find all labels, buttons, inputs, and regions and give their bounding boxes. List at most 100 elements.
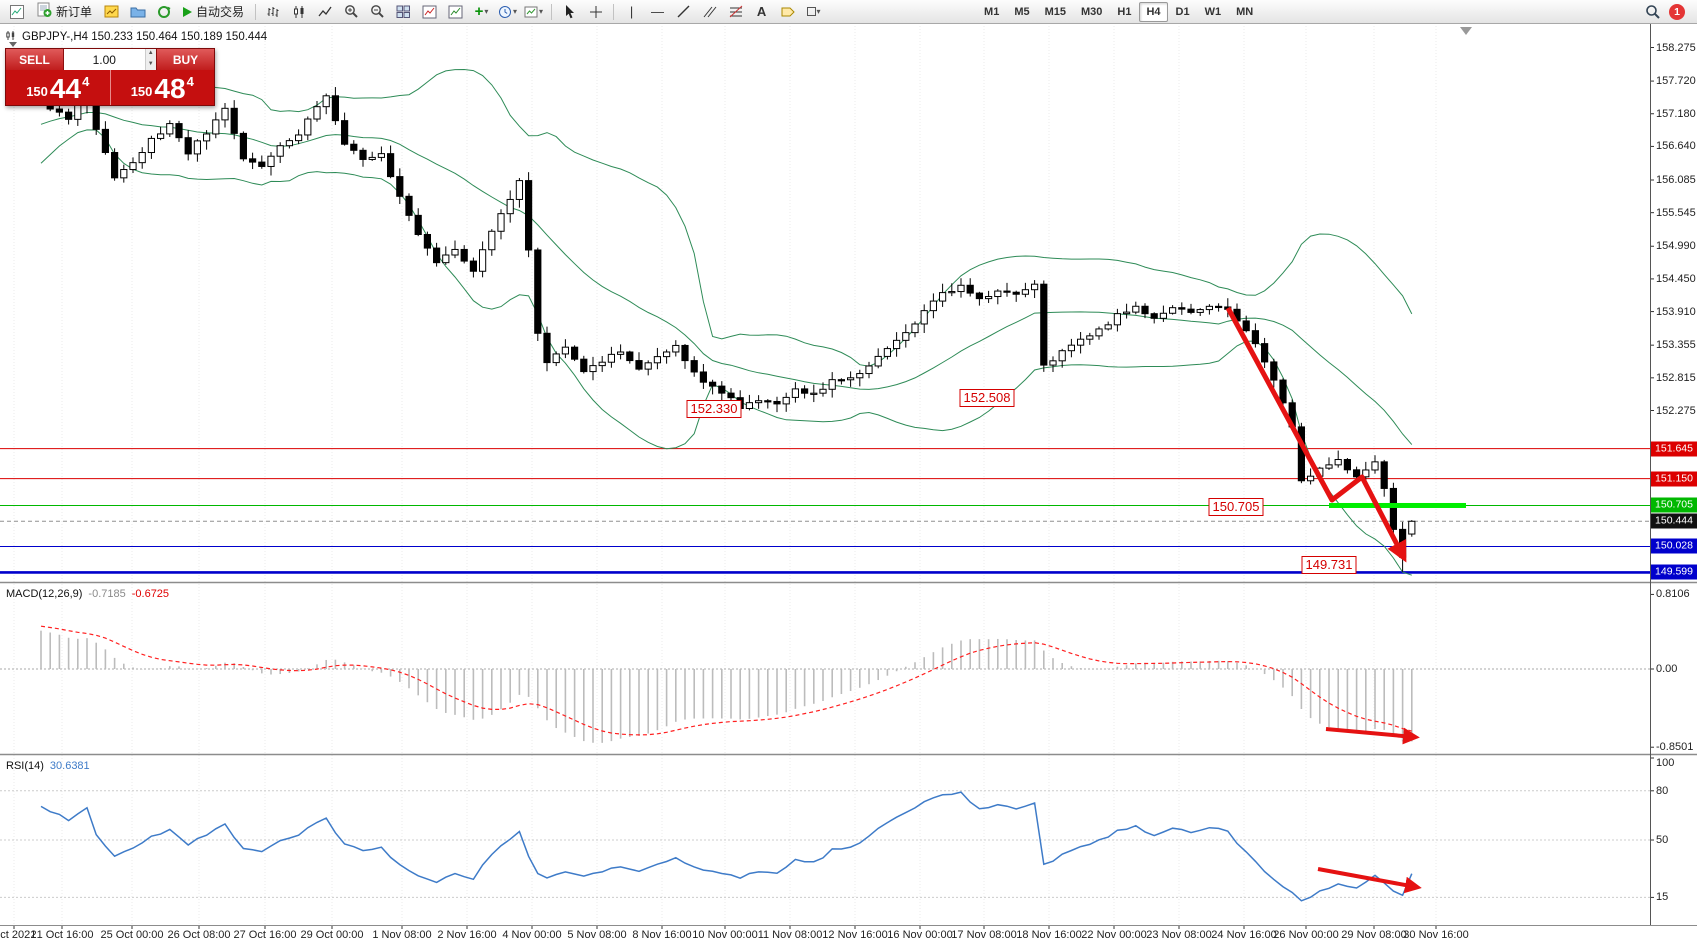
price-level-label: 150.705 bbox=[1651, 497, 1697, 513]
price-level-label: 150.444 bbox=[1651, 513, 1697, 529]
vertical-line-icon[interactable]: | bbox=[629, 4, 634, 19]
time-axis-label: 25 Oct 00:00 bbox=[100, 929, 164, 941]
price-callout: 150.705 bbox=[1208, 498, 1264, 516]
period-selector-icon[interactable]: ▾ bbox=[496, 2, 519, 22]
time-axis-label: 4 Nov 00:00 bbox=[502, 929, 562, 941]
tile-windows-icon[interactable] bbox=[392, 2, 415, 22]
time-axis-label: 12 Nov 16:00 bbox=[822, 929, 888, 941]
time-axis-label: 26 Nov 00:00 bbox=[1273, 929, 1339, 941]
buy-button[interactable]: BUY bbox=[156, 49, 214, 70]
template-icon[interactable]: ▾ bbox=[522, 2, 545, 22]
symbol-ohlc-text: GBPJPY-,H4 150.233 150.464 150.189 150.4… bbox=[22, 31, 268, 43]
buy-price-display[interactable]: 150 48 4 bbox=[109, 70, 215, 105]
macd-header: MACD(12,26,9) -0.7185 -0.6725 bbox=[6, 588, 169, 600]
price-axis-label: 156.640 bbox=[1656, 140, 1696, 153]
auto-trading-label: 自动交易 bbox=[196, 5, 245, 19]
price-level-label: 151.645 bbox=[1651, 441, 1697, 457]
volume-down-icon[interactable]: ▼ bbox=[145, 59, 156, 70]
trendline-icon[interactable] bbox=[672, 2, 695, 22]
label-icon[interactable] bbox=[776, 2, 799, 22]
timeframe-m5[interactable]: M5 bbox=[1014, 5, 1030, 18]
timeframe-h1[interactable]: H1 bbox=[1117, 5, 1132, 18]
timeframe-w1[interactable]: W1 bbox=[1204, 5, 1222, 18]
cursor-icon[interactable] bbox=[558, 2, 581, 22]
macd-axis-label: 0.00 bbox=[1656, 663, 1678, 675]
play-icon bbox=[183, 6, 193, 17]
profiles-icon[interactable] bbox=[126, 2, 149, 22]
time-axis-label: 1 Nov 08:00 bbox=[372, 929, 432, 941]
volume-up-icon[interactable]: ▲ bbox=[145, 49, 156, 60]
crosshair-icon[interactable] bbox=[584, 2, 607, 22]
time-axis-label: 29 Oct 00:00 bbox=[300, 929, 364, 941]
line-chart-icon[interactable] bbox=[314, 2, 337, 22]
plus-icon: + bbox=[474, 3, 484, 20]
time-axis-label: 22 Nov 00:00 bbox=[1081, 929, 1147, 941]
toolbar-right-group: 1 bbox=[1640, 2, 1685, 22]
timeframe-d1[interactable]: D1 bbox=[1175, 5, 1190, 18]
chevron-down-icon: ▾ bbox=[816, 7, 821, 16]
buy-price-prefix: 150 bbox=[130, 84, 153, 99]
search-icon[interactable] bbox=[1641, 2, 1664, 22]
chevron-down-icon: ▾ bbox=[513, 7, 518, 16]
toolbar: 新订单 自动交易 bbox=[0, 0, 1697, 24]
volume-input[interactable] bbox=[64, 49, 145, 70]
bar-chart-icon[interactable] bbox=[262, 2, 285, 22]
rsi-axis-label: 80 bbox=[1656, 784, 1669, 797]
auto-arrange-icon[interactable] bbox=[418, 2, 441, 22]
volume-spinner: ▲ ▼ bbox=[144, 49, 156, 70]
symbol-ohlc-header: GBPJPY-,H4 150.233 150.464 150.189 150.4… bbox=[6, 30, 267, 44]
timeframe-m30[interactable]: M30 bbox=[1081, 5, 1103, 18]
price-axis-label: 153.910 bbox=[1656, 305, 1696, 318]
timeframe-m15[interactable]: M15 bbox=[1044, 5, 1066, 18]
time-axis-label: 21 Oct 16:00 bbox=[30, 929, 94, 941]
toolbar-separator bbox=[613, 3, 615, 20]
chart-shift-icon[interactable] bbox=[444, 2, 467, 22]
sell-price-prefix: 150 bbox=[26, 84, 48, 99]
notification-badge[interactable]: 1 bbox=[1669, 3, 1685, 20]
candlestick-chart-icon[interactable] bbox=[288, 2, 311, 22]
time-axis-label: 2 Nov 16:00 bbox=[437, 929, 497, 941]
time-axis-label: 27 Oct 16:00 bbox=[233, 929, 297, 941]
zoom-out-icon[interactable] bbox=[366, 2, 389, 22]
price-callout: 149.731 bbox=[1301, 556, 1357, 574]
time-axis-label: 30 Nov 16:00 bbox=[1403, 929, 1469, 941]
time-axis-label: 23 Nov 08:00 bbox=[1146, 929, 1212, 941]
price-level-label: 151.150 bbox=[1651, 471, 1697, 487]
toolbar-separator bbox=[551, 3, 553, 20]
text-icon[interactable]: A bbox=[756, 4, 767, 19]
horizontal-line-icon[interactable]: — bbox=[651, 4, 665, 19]
rsi-label: RSI(14) bbox=[6, 760, 44, 772]
new-order-button[interactable]: 新订单 bbox=[30, 2, 98, 22]
new-chart-icon[interactable] bbox=[100, 2, 123, 22]
price-axis-label: 157.720 bbox=[1656, 75, 1696, 88]
channel-icon[interactable] bbox=[698, 2, 721, 22]
shapes-icon[interactable]: ▾ bbox=[802, 2, 825, 22]
time-axis-label: 10 Nov 00:00 bbox=[692, 929, 758, 941]
macd-value-main: -0.7185 bbox=[88, 588, 126, 600]
auto-trading-button[interactable]: 自动交易 bbox=[177, 2, 250, 22]
macd-axis-label: 0.8106 bbox=[1656, 588, 1690, 601]
zoom-in-icon[interactable] bbox=[340, 2, 363, 22]
time-axis-label: 16 Nov 00:00 bbox=[887, 929, 953, 941]
timeframe-group: M1 M5 M15 M30 H1 H4 D1 W1 MN bbox=[977, 1, 1260, 22]
price-axis-label: 154.990 bbox=[1656, 240, 1696, 253]
sell-button[interactable]: SELL bbox=[6, 49, 64, 70]
timeframe-h4[interactable]: H4 bbox=[1139, 1, 1168, 22]
chart-icon bbox=[6, 30, 17, 44]
timeframe-mn[interactable]: MN bbox=[1236, 5, 1254, 18]
time-axis-label: 18 Nov 16:00 bbox=[1016, 929, 1082, 941]
panel-collapse-icon[interactable] bbox=[9, 42, 17, 47]
price-axis-label: 155.545 bbox=[1656, 206, 1696, 219]
sell-price-display[interactable]: 150 44 4 bbox=[6, 70, 110, 105]
chart-window-icon bbox=[5, 2, 28, 22]
toolbar-separator bbox=[255, 3, 257, 20]
time-axis-label: 29 Nov 08:00 bbox=[1341, 929, 1407, 941]
fibonacci-icon[interactable] bbox=[724, 2, 747, 22]
timeframe-m1[interactable]: M1 bbox=[984, 5, 1000, 18]
volume-field: ▲ ▼ bbox=[64, 49, 156, 70]
add-indicator-icon[interactable]: + ▾ bbox=[470, 2, 493, 22]
refresh-icon[interactable] bbox=[152, 2, 175, 22]
price-level-label: 149.599 bbox=[1651, 564, 1697, 580]
